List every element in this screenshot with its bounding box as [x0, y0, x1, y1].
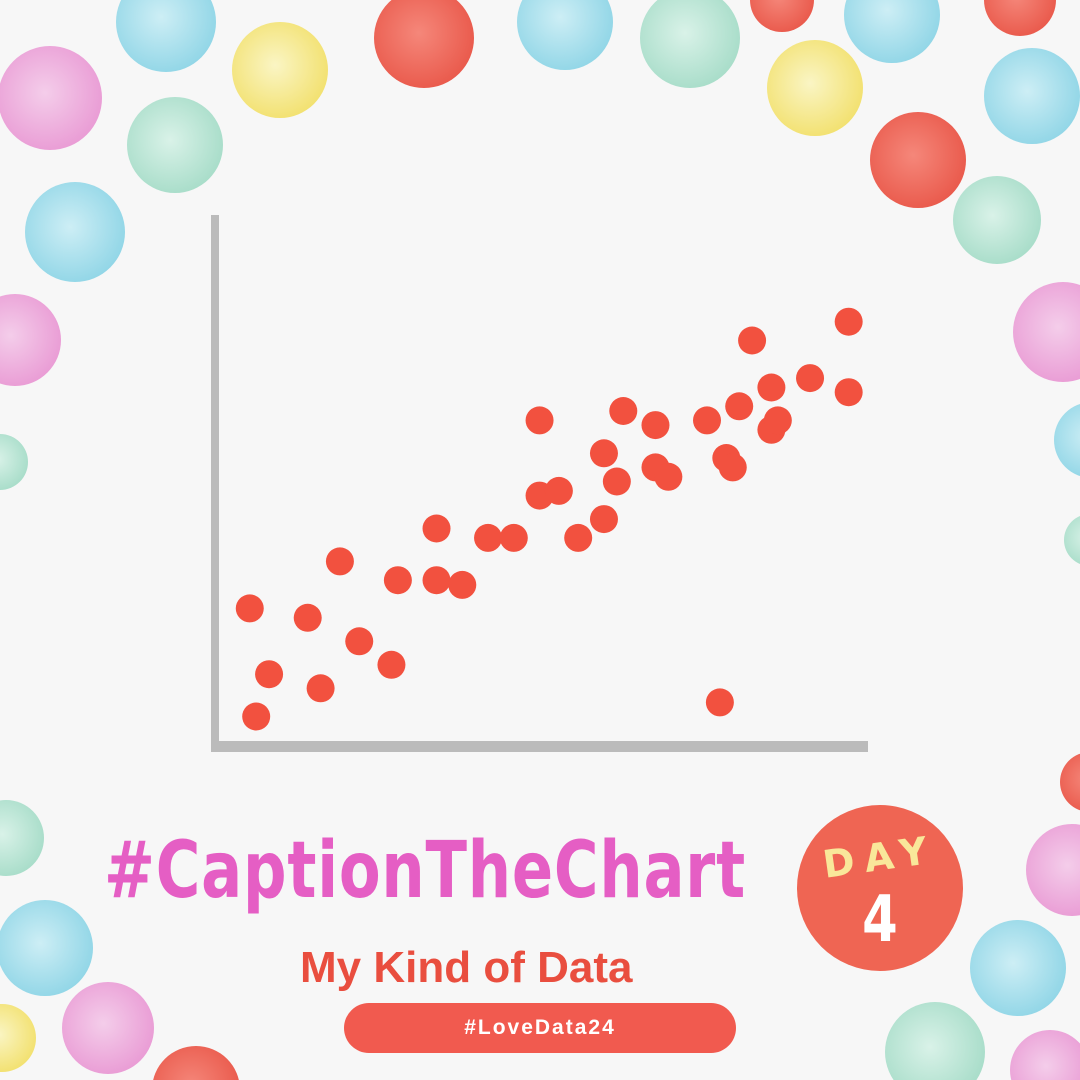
scatter-point [609, 397, 638, 425]
scatter-point [499, 523, 528, 552]
blue-dot [116, 0, 216, 72]
mint-dot [953, 176, 1041, 264]
y-axis-line [211, 215, 219, 752]
scatter-point [544, 476, 573, 505]
scatter-point [525, 406, 554, 435]
scatter-point [589, 505, 618, 534]
scatter-point [422, 566, 451, 595]
scatter-point [705, 688, 734, 717]
scatter-point [306, 674, 335, 703]
blue-dot [517, 0, 613, 70]
mint-dot [1064, 516, 1080, 564]
pink-dot [62, 982, 154, 1074]
day-badge-number: 4 [862, 883, 898, 957]
scatter-point [293, 603, 322, 632]
scatter-point [757, 373, 786, 402]
scatter-point [448, 570, 477, 599]
scatter-point [255, 660, 284, 689]
blue-dot [970, 920, 1066, 1016]
blue-dot [844, 0, 940, 63]
scatter-point [718, 453, 747, 482]
mint-dot [885, 1002, 985, 1080]
scatter-point [725, 392, 754, 421]
scatter-point [654, 462, 683, 491]
scatter-point [383, 566, 412, 595]
scatter-chart [211, 215, 868, 752]
scatter-point [796, 364, 825, 393]
blue-dot [0, 900, 93, 996]
x-axis-line [211, 741, 868, 752]
pink-dot [1026, 824, 1080, 916]
scatter-point [834, 378, 863, 407]
scatter-point [693, 406, 721, 435]
scatter-point [564, 523, 593, 552]
mint-dot [640, 0, 740, 88]
scatter-points [235, 307, 863, 731]
scatter-point [422, 514, 451, 543]
scatter-point [325, 547, 354, 576]
red-dot [750, 0, 814, 32]
day-badge-label: DAY [820, 827, 940, 887]
mint-dot [0, 434, 28, 490]
scatter-point [641, 411, 670, 440]
scatter-point [738, 326, 767, 355]
subtitle: My Kind of Data [300, 943, 633, 992]
red-dot [870, 112, 966, 208]
red-dot [153, 1046, 239, 1080]
blue-dot [1054, 403, 1080, 477]
blue-dot [984, 48, 1080, 144]
red-dot [374, 0, 474, 88]
yellow-dot [767, 40, 863, 136]
scatter-point [235, 594, 264, 623]
scatter-point [345, 627, 374, 656]
day-badge: DAY 4 [797, 805, 963, 971]
pink-dot [0, 46, 102, 150]
blue-dot [25, 182, 125, 282]
mint-dot [0, 800, 44, 876]
red-dot [984, 0, 1056, 36]
scatter-point [602, 467, 631, 496]
scatter-point [377, 650, 406, 679]
scatter-point [474, 523, 503, 552]
mint-dot [127, 97, 223, 193]
pink-dot [1013, 282, 1080, 382]
scatter-point [834, 307, 863, 336]
scatter-point [242, 702, 271, 731]
yellow-dot [232, 22, 328, 118]
scatter-point [763, 406, 792, 435]
pink-dot [0, 294, 61, 386]
hashtag-pill-label: #LoveData24 [464, 1016, 616, 1039]
hashtag-title: #CaptionTheChart [104, 826, 746, 916]
yellow-dot [0, 1004, 36, 1072]
red-dot [1060, 753, 1080, 811]
scatter-point [589, 439, 618, 468]
hashtag-pill: #LoveData24 [344, 1003, 736, 1053]
pink-dot [1010, 1030, 1080, 1080]
